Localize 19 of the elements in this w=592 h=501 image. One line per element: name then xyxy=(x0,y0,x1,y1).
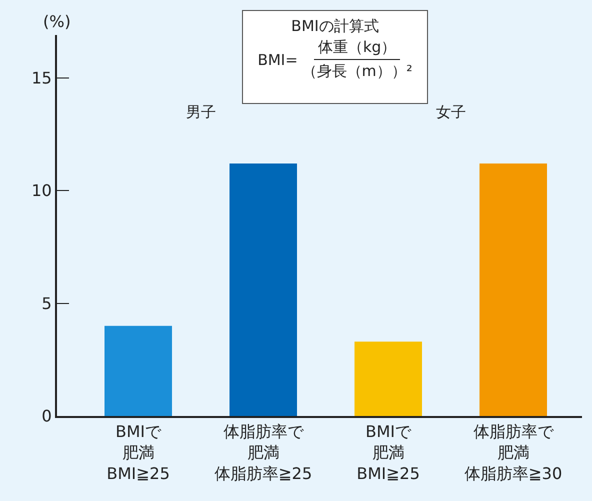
bar xyxy=(480,164,547,416)
annotation: 男子 xyxy=(186,103,216,121)
x-tick-label: 体脂肪率で肥満体脂肪率≧25 xyxy=(214,422,312,483)
y-axis-title: (%) xyxy=(43,12,71,31)
annotation: 体重（kg） xyxy=(314,38,400,60)
bar xyxy=(354,342,422,416)
y-tick-label: 0 xyxy=(42,406,52,426)
y-tick-label: 5 xyxy=(42,294,52,313)
y-tick-label: 15 xyxy=(31,68,52,88)
x-tick-label: BMIで肥満BMI≧25 xyxy=(106,422,170,483)
x-tick-label: BMIで肥満BMI≧25 xyxy=(356,422,420,483)
y-tick-label: 10 xyxy=(31,181,52,200)
annotation: 女子 xyxy=(436,103,466,121)
bar xyxy=(230,164,297,416)
annotation: BMI= xyxy=(258,50,298,68)
x-tick-label: 体脂肪率で肥満体脂肪率≧30 xyxy=(464,422,562,483)
annotation: （身長（m））² xyxy=(302,61,412,81)
bar xyxy=(104,326,172,416)
annotation: BMIの計算式 xyxy=(290,17,380,36)
